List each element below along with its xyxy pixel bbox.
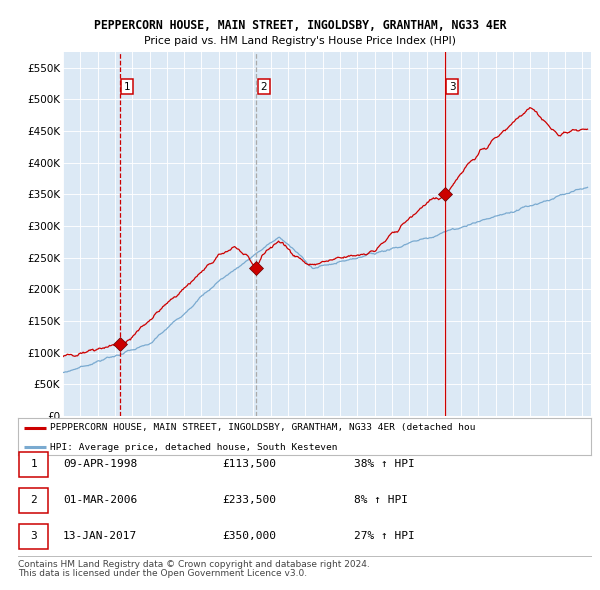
- Text: 09-APR-1998: 09-APR-1998: [63, 460, 137, 469]
- Text: Price paid vs. HM Land Registry's House Price Index (HPI): Price paid vs. HM Land Registry's House …: [144, 37, 456, 46]
- Text: 1: 1: [124, 81, 131, 91]
- Text: This data is licensed under the Open Government Licence v3.0.: This data is licensed under the Open Gov…: [18, 569, 307, 578]
- Text: Contains HM Land Registry data © Crown copyright and database right 2024.: Contains HM Land Registry data © Crown c…: [18, 559, 370, 569]
- Text: 1: 1: [30, 460, 37, 469]
- Text: £233,500: £233,500: [222, 496, 276, 505]
- Text: 27% ↑ HPI: 27% ↑ HPI: [354, 532, 415, 541]
- Text: 2: 2: [30, 496, 37, 505]
- Text: 8% ↑ HPI: 8% ↑ HPI: [354, 496, 408, 505]
- Text: PEPPERCORN HOUSE, MAIN STREET, INGOLDSBY, GRANTHAM, NG33 4ER: PEPPERCORN HOUSE, MAIN STREET, INGOLDSBY…: [94, 19, 506, 32]
- Text: 01-MAR-2006: 01-MAR-2006: [63, 496, 137, 505]
- Text: PEPPERCORN HOUSE, MAIN STREET, INGOLDSBY, GRANTHAM, NG33 4ER (detached hou: PEPPERCORN HOUSE, MAIN STREET, INGOLDSBY…: [50, 424, 475, 432]
- Text: 13-JAN-2017: 13-JAN-2017: [63, 532, 137, 541]
- Text: £350,000: £350,000: [222, 532, 276, 541]
- Text: £113,500: £113,500: [222, 460, 276, 469]
- Text: 38% ↑ HPI: 38% ↑ HPI: [354, 460, 415, 469]
- Text: 2: 2: [260, 81, 267, 91]
- Text: HPI: Average price, detached house, South Kesteven: HPI: Average price, detached house, Sout…: [50, 442, 337, 452]
- Text: 3: 3: [449, 81, 455, 91]
- Text: 3: 3: [30, 532, 37, 541]
